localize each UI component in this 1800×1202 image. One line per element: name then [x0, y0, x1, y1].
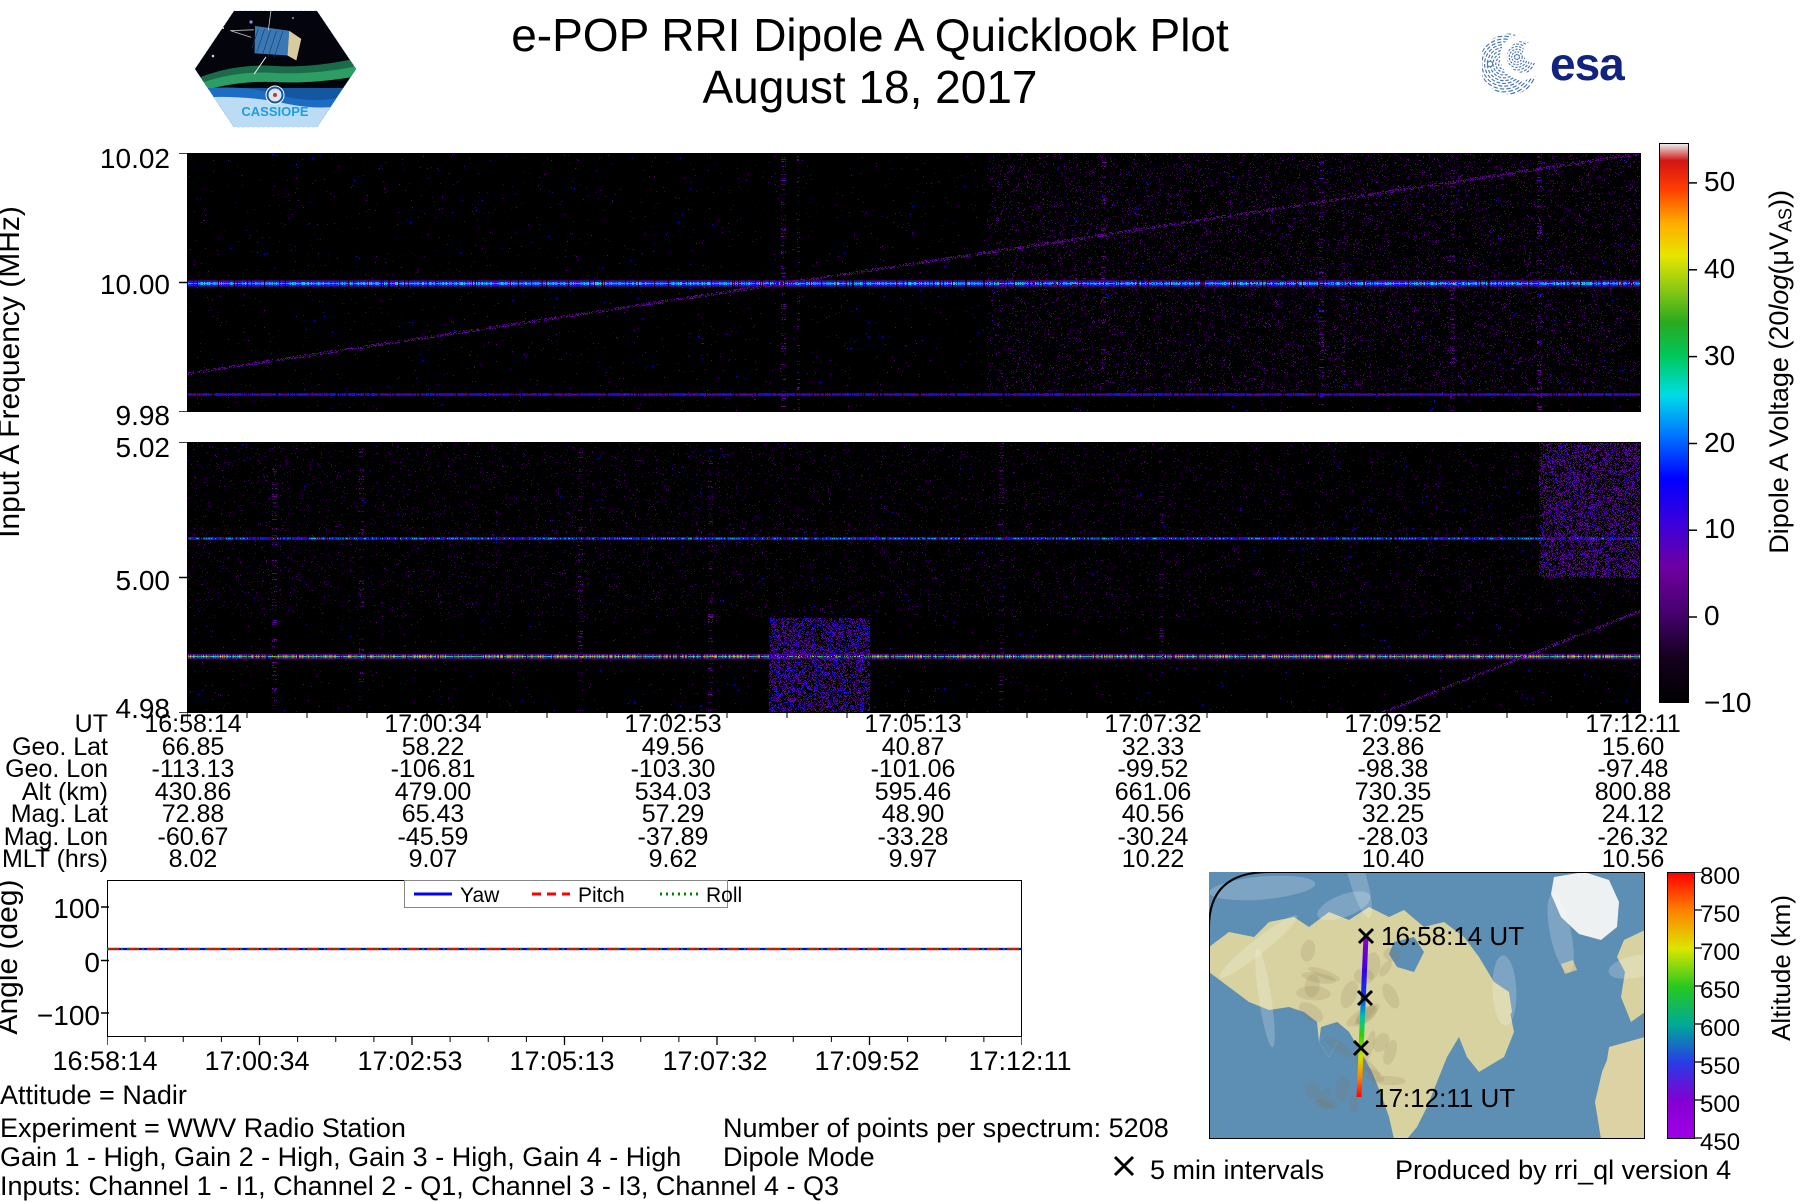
svg-text:17:12:11 UT: 17:12:11 UT — [1374, 1083, 1515, 1113]
svg-text:16:58:14 UT: 16:58:14 UT — [1381, 921, 1524, 951]
svg-text:Pitch: Pitch — [578, 884, 625, 907]
svg-text:esa: esa — [1550, 38, 1625, 90]
svg-text:Roll: Roll — [706, 884, 742, 907]
svg-text:Yaw: Yaw — [460, 884, 500, 907]
